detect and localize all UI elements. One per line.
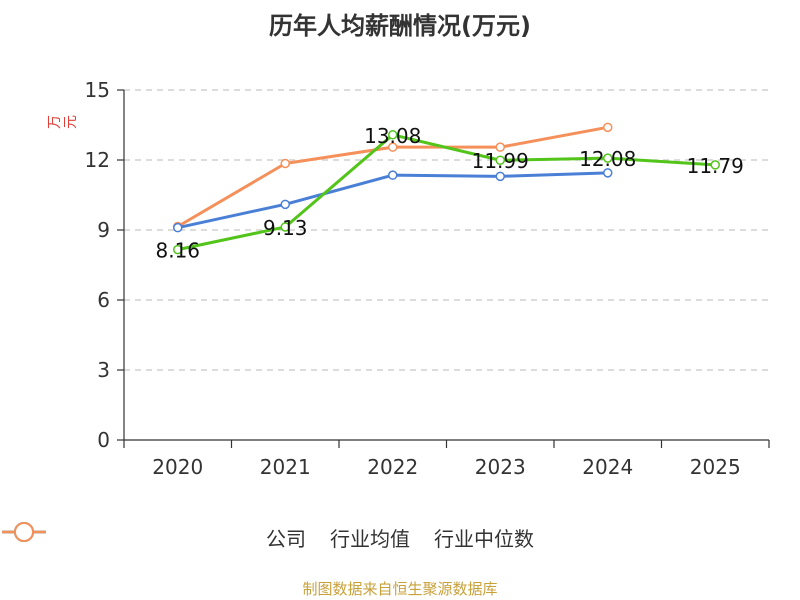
data-point <box>280 158 290 169</box>
data-point <box>388 170 398 180</box>
source-note: 制图数据来自恒生聚源数据库 <box>302 580 498 598</box>
data-label: 13.08 <box>364 124 421 148</box>
legend-label: 行业均值 <box>330 526 410 551</box>
legend-item[interactable]: 行业中位数 <box>2 522 534 552</box>
data-point <box>173 222 183 233</box>
legend: 公司 行业均值 行业中位数 <box>0 520 800 554</box>
legend-swatch-marker <box>14 522 34 542</box>
data-point <box>280 222 290 232</box>
y-tick-label: 6 <box>97 288 110 312</box>
y-tick-label: 12 <box>85 148 110 172</box>
data-point <box>603 168 613 178</box>
y-tick-label: 9 <box>97 218 110 242</box>
x-tick-label: 2020 <box>152 455 203 479</box>
data-point <box>710 160 720 170</box>
data-point <box>495 142 505 152</box>
x-tick-label: 2025 <box>690 455 741 479</box>
series-line <box>177 133 716 252</box>
y-tick-label: 3 <box>97 358 110 382</box>
chart-title: 历年人均薪酬情况(万元) <box>269 12 531 40</box>
data-point <box>173 244 183 255</box>
x-tick-label: 2021 <box>260 455 311 479</box>
data-label: 8.16 <box>155 239 200 263</box>
data-point <box>603 122 613 133</box>
data-label: 11.99 <box>472 149 529 173</box>
legend-item[interactable]: 行业均值 <box>2 522 410 552</box>
data-point <box>495 171 505 182</box>
data-label: 11.79 <box>687 154 744 178</box>
x-tick-label: 2022 <box>367 455 418 479</box>
data-point <box>388 130 398 140</box>
x-tick-label: 2023 <box>475 455 526 479</box>
data-label: 9.13 <box>263 216 308 240</box>
series-line <box>177 171 608 230</box>
data-point <box>280 199 290 210</box>
legend-label: 行业中位数 <box>434 526 534 551</box>
legend-label: 公司 <box>266 526 306 551</box>
data-point <box>603 153 613 163</box>
data-label: 12.08 <box>579 147 636 171</box>
y-tick-label: 0 <box>97 428 110 452</box>
data-point <box>495 155 505 165</box>
legend-swatch-icon <box>2 522 46 542</box>
x-tick-label: 2024 <box>582 455 633 479</box>
legend-item[interactable]: 公司 <box>2 522 306 552</box>
y-tick-label: 15 <box>85 78 110 102</box>
data-point <box>388 142 398 152</box>
